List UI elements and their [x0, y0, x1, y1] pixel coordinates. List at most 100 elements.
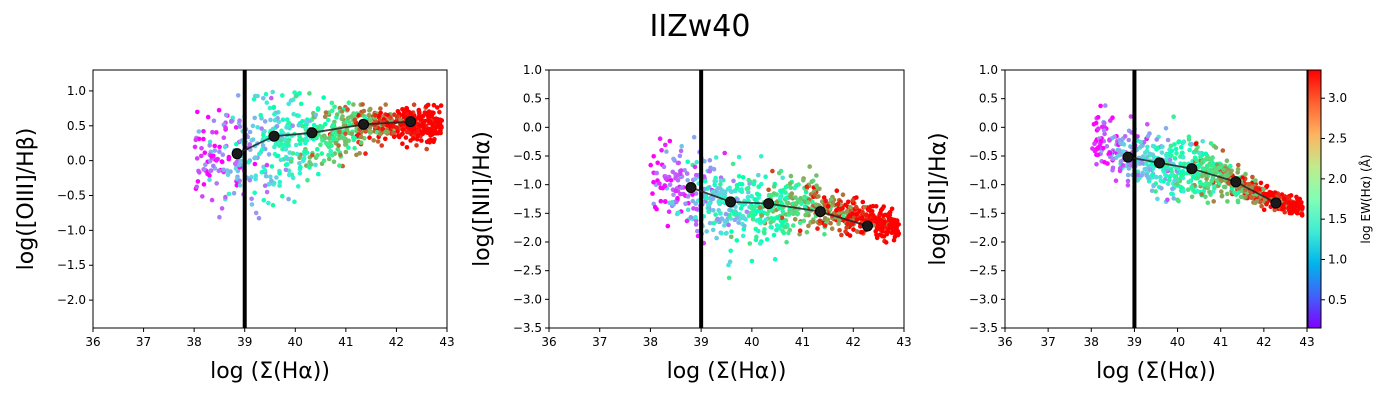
scatter-point [659, 148, 664, 153]
scatter-point [377, 131, 383, 137]
scatter-point [1225, 167, 1231, 172]
scatter-point [814, 183, 819, 188]
scatter-point [837, 228, 842, 233]
scatter-point [1115, 153, 1121, 158]
scatter-point [326, 142, 331, 147]
scatter-point [290, 175, 296, 181]
scatter-point [1287, 206, 1293, 212]
scatter-point [840, 210, 846, 215]
x-tick-label: 41 [1213, 335, 1228, 349]
scatter-point [1098, 138, 1104, 144]
scatter-point [201, 136, 206, 142]
scatter-point [1168, 143, 1174, 149]
scatter-point [801, 178, 806, 183]
scatter-point [1205, 166, 1210, 171]
scatter-point [431, 102, 437, 108]
scatter-point [882, 212, 888, 218]
scatter-point [781, 230, 787, 236]
scatter-point [1094, 162, 1099, 167]
scatter-point [1149, 188, 1155, 194]
y-axis: −2.0 −1.5 −1.0 −0.5 0.0 0.5 1.0 [57, 84, 93, 307]
scatter-point [714, 235, 719, 241]
scatter-point [421, 128, 427, 134]
scatter-point [226, 154, 232, 160]
scatter-point [331, 130, 337, 136]
scatter-point [688, 215, 694, 220]
scatter-point [1095, 152, 1101, 158]
scatter-point [264, 100, 270, 105]
scatter-point [1188, 179, 1193, 184]
scatter-point [840, 192, 846, 197]
scatter-point [425, 102, 431, 108]
scatter-point [1208, 163, 1214, 168]
scatter-point [1118, 140, 1123, 146]
scatter-point [1091, 122, 1097, 127]
scatter-point [294, 151, 300, 157]
scatter-point [815, 226, 820, 231]
scatter-point [259, 169, 265, 175]
scatter-point [730, 161, 736, 167]
scatter-point [780, 221, 785, 227]
scatter-point [266, 200, 271, 206]
scatter-point [1189, 141, 1194, 147]
scatter-point [303, 119, 308, 124]
scatter-point [341, 135, 347, 140]
scatter-point [727, 212, 732, 218]
scatter-point [784, 239, 789, 245]
scatter-point [328, 149, 334, 154]
scatter-point [1116, 148, 1121, 153]
y-tick-label: −1.0 [513, 178, 542, 192]
scatter-points-nii [648, 134, 902, 281]
scatter-point [275, 140, 281, 145]
scatter-point [850, 198, 856, 203]
scatter-point [806, 223, 811, 229]
scatter-point [330, 122, 336, 128]
scatter-point [1280, 202, 1286, 207]
scatter-point [719, 230, 724, 236]
y-axis: −3.5 −3.0 −2.5 −2.0 −1.5 −1.0 −0.5 0.0 0.5 1.0 [969, 63, 1005, 335]
y-tick-label: −2.5 [969, 264, 998, 278]
scatter-point [400, 141, 405, 146]
scatter-point [414, 143, 419, 148]
scatter-point [889, 218, 894, 223]
scatter-point [853, 204, 859, 210]
scatter-point [1199, 161, 1204, 166]
scatter-point [396, 133, 401, 139]
scatter-point [315, 126, 321, 131]
scatter-point [433, 116, 439, 121]
scatter-point [252, 190, 257, 196]
scatter-point [233, 125, 239, 130]
scatter-point [727, 259, 733, 265]
scatter-point [1172, 178, 1177, 184]
scatter-point [287, 150, 293, 155]
scatter-point [1205, 156, 1210, 161]
scatter-point [757, 241, 763, 246]
scatter-point [404, 129, 410, 135]
scatter-point [257, 151, 262, 157]
scatter-point [233, 161, 238, 167]
scatter-point [263, 91, 269, 97]
scatter-point [723, 211, 729, 217]
scatter-point [400, 131, 405, 136]
scatter-point [1122, 134, 1128, 139]
scatter-point [422, 110, 428, 115]
scatter-point [264, 189, 270, 195]
scatter-point [749, 194, 754, 199]
scatter-point [211, 163, 216, 169]
axes-frame [92, 69, 448, 329]
x-tick-label: 43 [1299, 335, 1314, 349]
scatter-point [778, 188, 783, 194]
scatter-point [313, 112, 319, 118]
scatter-point [1294, 194, 1299, 200]
y-tick-label: 0.5 [523, 92, 542, 106]
scatter-point [854, 217, 860, 222]
scatter-point [197, 170, 202, 175]
y-tick-label: −0.5 [513, 149, 542, 163]
scatter-point [428, 132, 434, 138]
scatter-point [337, 163, 342, 168]
scatter-point [678, 148, 684, 154]
scatter-point [1155, 196, 1160, 202]
scatter-point [266, 152, 272, 157]
scatter-point [718, 178, 724, 183]
y-axis-label: log([NII]/Hα) [470, 131, 495, 267]
